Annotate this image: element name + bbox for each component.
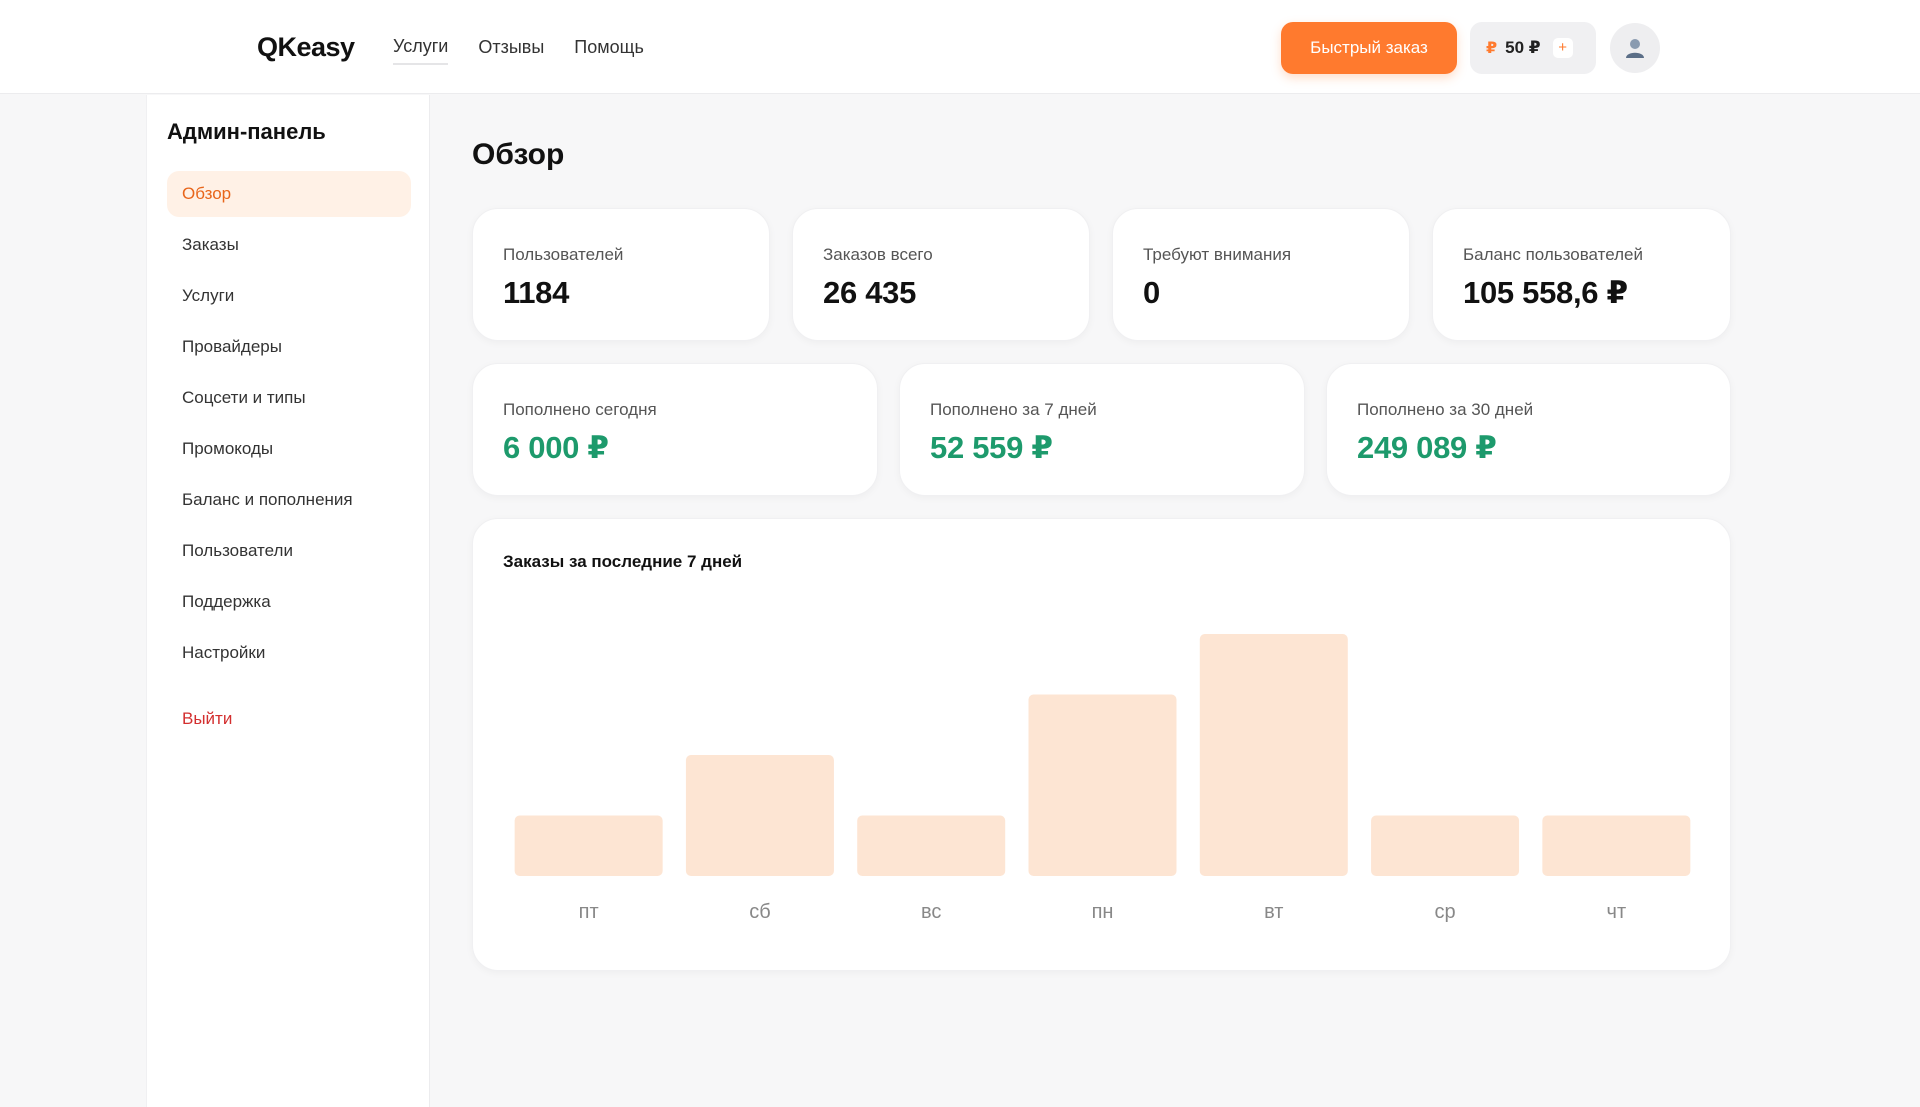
chart-bar-6 <box>1542 815 1691 876</box>
sidebar-item-promocodes[interactable]: Промокоды <box>182 439 274 458</box>
stat-value: 52 559 ₽ <box>930 430 1053 465</box>
quick-order-button[interactable]: Быстрый заказ <box>1281 22 1457 74</box>
sidebar-item-settings[interactable]: Настройки <box>182 643 266 662</box>
chart-tick-label-4: вт <box>1264 901 1283 923</box>
avatar[interactable] <box>1610 23 1660 73</box>
chart-title: Заказы за последние 7 дней <box>503 552 743 571</box>
chart-tick-label-6: чт <box>1607 901 1627 923</box>
nav-services-link[interactable]: Услуги <box>393 30 449 65</box>
chart-tick-label-1: сб <box>749 901 770 923</box>
chart-tick-label-3: пн <box>1092 901 1114 923</box>
stat-value: 1184 <box>503 275 570 310</box>
logout-button[interactable]: Выйти <box>182 709 233 728</box>
stat-label: Пополнено за 7 дней <box>930 400 1097 419</box>
stat-label: Пополнено за 30 дней <box>1357 400 1534 419</box>
balance-button[interactable]: ₽ 50 ₽ + <box>1470 22 1596 74</box>
stat-label: Требуют внимания <box>1143 245 1292 264</box>
stat-card-users: Пользователей 1184 <box>472 208 770 341</box>
orders-bar-chart: пт сб вс пн вт ср чт <box>514 634 1691 923</box>
sidebar-item-overview[interactable]: Обзор <box>167 171 411 217</box>
stat-card-attention: Требуют внимания 0 <box>1112 208 1410 341</box>
page-title: Обзор <box>472 138 565 171</box>
stat-card-user-balance: Баланс пользователей 105 558,6 ₽ <box>1432 208 1731 341</box>
chart-bar-4 <box>1199 634 1348 876</box>
chart-bar-2 <box>857 815 1006 876</box>
sidebar-item-services[interactable]: Услуги <box>182 286 235 305</box>
stat-card-topup-30d: Пополнено за 30 дней 249 089 ₽ <box>1326 363 1731 496</box>
ruble-icon: ₽ <box>1486 40 1498 57</box>
chart-bar-0 <box>514 815 663 876</box>
sidebar-title: Админ-панель <box>167 119 326 144</box>
stat-card-orders: Заказов всего 26 435 <box>792 208 1090 341</box>
stat-value: 0 <box>1143 275 1160 310</box>
nav-help-link[interactable]: Помощь <box>574 36 644 57</box>
stat-card-topup-today: Пополнено сегодня 6 000 ₽ <box>472 363 878 496</box>
stat-label: Пополнено сегодня <box>503 400 657 419</box>
stat-value: 6 000 ₽ <box>503 430 609 465</box>
sidebar: Админ-панель Обзор Заказы Услуги Провайд… <box>146 95 430 1107</box>
stat-value: 26 435 <box>823 275 917 310</box>
chart-tick-label-2: вс <box>921 901 941 923</box>
sidebar-item-socials[interactable]: Соцсети и типы <box>182 388 306 407</box>
stat-label: Заказов всего <box>823 245 933 264</box>
sidebar-item-users[interactable]: Пользователи <box>182 541 293 560</box>
chart-bar-5 <box>1371 815 1520 876</box>
stat-value: 249 089 ₽ <box>1357 430 1497 465</box>
orders-chart-card: Заказы за последние 7 дней пт сб вс пн вт ср ч… <box>472 518 1731 971</box>
chart-bar-1 <box>685 755 834 876</box>
logo[interactable]: QKeasy <box>257 32 355 62</box>
stat-label: Баланс пользователей <box>1463 245 1643 264</box>
nav-reviews-link[interactable]: Отзывы <box>478 36 545 57</box>
chart-tick-label-5: ср <box>1435 901 1456 923</box>
stat-label: Пользователей <box>503 245 624 264</box>
balance-value: 50 ₽ <box>1505 38 1541 57</box>
chart-bar-3 <box>1028 694 1177 876</box>
user-icon <box>1626 39 1644 58</box>
top-nav: Услуги Отзывы Помощь <box>393 0 644 94</box>
plus-icon[interactable]: + <box>1552 38 1573 58</box>
top-header: QKeasy Услуги Отзывы Помощь Быстрый зака… <box>0 0 1920 94</box>
stat-value: 105 558,6 ₽ <box>1463 275 1628 310</box>
chart-tick-label-0: пт <box>579 901 599 923</box>
sidebar-item-providers[interactable]: Провайдеры <box>182 337 282 356</box>
sidebar-item-support[interactable]: Поддержка <box>182 592 271 611</box>
sidebar-item-balance[interactable]: Баланс и пополнения <box>182 490 353 509</box>
stat-card-topup-7d: Пополнено за 7 дней 52 559 ₽ <box>899 363 1305 496</box>
sidebar-item-orders[interactable]: Заказы <box>182 235 239 254</box>
